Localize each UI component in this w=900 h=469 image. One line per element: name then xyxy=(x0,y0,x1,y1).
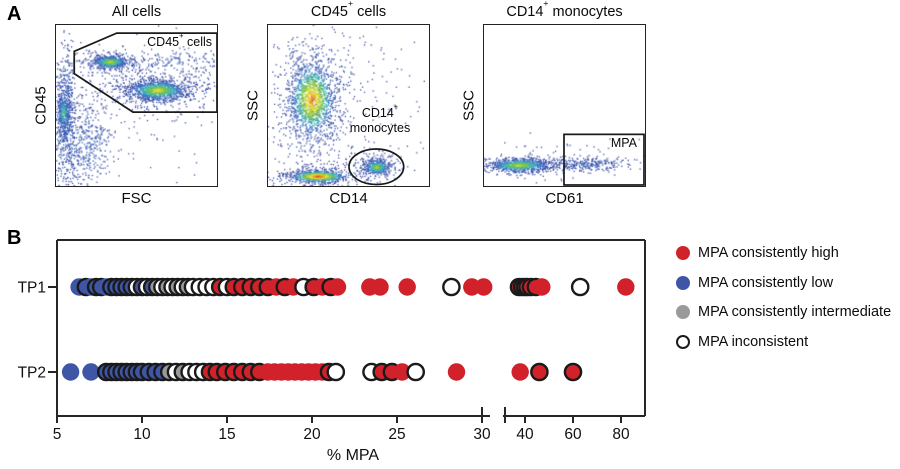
cd14-monocyte-gate-ellipse xyxy=(348,148,405,186)
flow-plot-title-cd14-monocytes: CD14+ monocytes xyxy=(483,0,646,20)
mpa-gate-rect xyxy=(563,133,645,186)
data-point-tp2 xyxy=(530,362,549,382)
panel-a-label: A xyxy=(7,3,22,25)
gate-text: monocytes xyxy=(349,121,411,136)
data-point-tp1 xyxy=(442,277,461,297)
row-label-tp2: TP2 xyxy=(18,365,46,382)
data-point-tp1 xyxy=(328,278,347,296)
title-text: CD14 xyxy=(506,3,544,20)
legend-dot-o xyxy=(676,335,690,350)
data-point-tp1 xyxy=(533,278,551,296)
gate-label-mpa: MPA xyxy=(611,136,637,151)
data-point-tp2 xyxy=(406,362,426,382)
data-point-tp1 xyxy=(570,277,590,297)
x-tick-label: 10 xyxy=(133,426,151,443)
gate-text: CD14 xyxy=(361,106,394,121)
mpa-dot-plot: 5 10 15 20 25 30 40 60 80 % MPA TP1 TP2 xyxy=(18,239,646,464)
gate-overlay-cd45 xyxy=(348,148,405,186)
title-text: CD45 xyxy=(310,3,348,20)
gate-text: MPA xyxy=(610,136,637,150)
data-point-tp2 xyxy=(61,363,80,381)
flow-scatter-canvas-all-cells xyxy=(56,25,217,186)
y-axis-label-ssc-1: SSC xyxy=(244,90,262,121)
legend-label: MPA consistently high xyxy=(698,244,839,261)
title-sup: + xyxy=(543,0,549,9)
x-axis-label-cd61: CD61 xyxy=(545,190,584,207)
gate-overlay-all-cells xyxy=(73,32,217,113)
title-sup: + xyxy=(347,0,354,9)
flow-plot-cd14-monocytes: MPA xyxy=(483,24,646,187)
title-text: monocytes xyxy=(548,3,623,20)
flow-plot-title-all-cells: All cells xyxy=(55,2,218,20)
flow-plot-all-cells: CD45+ cells xyxy=(55,24,218,187)
legend-item: MPA consistently intermediate xyxy=(676,298,891,328)
legend-item: MPA consistently high xyxy=(676,238,891,268)
title-text: cells xyxy=(353,3,387,20)
data-point-tp1 xyxy=(398,278,416,296)
x-tick-label: 15 xyxy=(218,426,235,443)
x-tick-label: 40 xyxy=(516,426,534,443)
x-tick-label: 20 xyxy=(303,426,321,443)
gate-text: cells xyxy=(183,35,212,50)
cd45-gate-polygon xyxy=(73,32,217,113)
data-point-tp2 xyxy=(563,362,583,382)
legend-label: MPA inconsistent xyxy=(698,334,809,351)
data-point-tp2 xyxy=(326,362,346,382)
x-tick-label: 80 xyxy=(612,426,630,443)
legend-label: MPA consistently intermediate xyxy=(698,304,892,321)
legend-dot-b xyxy=(676,275,690,290)
x-axis-label-cd14: CD14 xyxy=(329,190,368,207)
gate-sup: + xyxy=(393,101,399,111)
data-point-tp1 xyxy=(617,278,635,296)
gate-text: CD45 xyxy=(147,35,180,50)
panel-b-label: B xyxy=(7,227,22,249)
flow-plot-cd45-cells: CD14+ monocytes xyxy=(267,24,430,187)
gate-label-cd14-monocytes: CD14+ monocytes xyxy=(332,101,428,136)
x-axis-title: % MPA xyxy=(327,447,379,464)
x-tick-label: 5 xyxy=(53,426,62,443)
gate-overlay-cd14 xyxy=(563,133,645,186)
legend-dot-r xyxy=(676,245,690,260)
data-point-tp1 xyxy=(475,278,493,296)
gate-sup: + xyxy=(179,30,184,40)
y-axis-label-cd45: CD45 xyxy=(32,86,50,125)
legend-item: MPA consistently low xyxy=(676,268,891,298)
x-tick-label: 25 xyxy=(388,426,405,443)
x-tick-label: 60 xyxy=(564,426,582,443)
row-label-tp1: TP1 xyxy=(18,280,46,297)
data-point-tp2 xyxy=(511,363,529,381)
legend: MPA consistently high MPA consistently lo… xyxy=(676,238,891,357)
gate-label-cd45-cells: CD45+ cells xyxy=(147,30,212,50)
x-tick-label: 30 xyxy=(473,426,491,443)
data-point-tp2 xyxy=(447,363,466,381)
legend-item: MPA inconsistent xyxy=(676,327,891,357)
y-axis-label-ssc-2: SSC xyxy=(460,90,478,121)
x-axis-label-fsc: FSC xyxy=(121,190,152,207)
data-point-tp2 xyxy=(82,363,100,381)
legend-dot-g xyxy=(676,305,690,320)
data-point-tp1 xyxy=(371,278,389,296)
legend-label: MPA consistently low xyxy=(698,274,834,291)
flow-plot-title-cd45-cells: CD45+ cells xyxy=(267,0,430,20)
title-text: All cells xyxy=(111,3,162,20)
